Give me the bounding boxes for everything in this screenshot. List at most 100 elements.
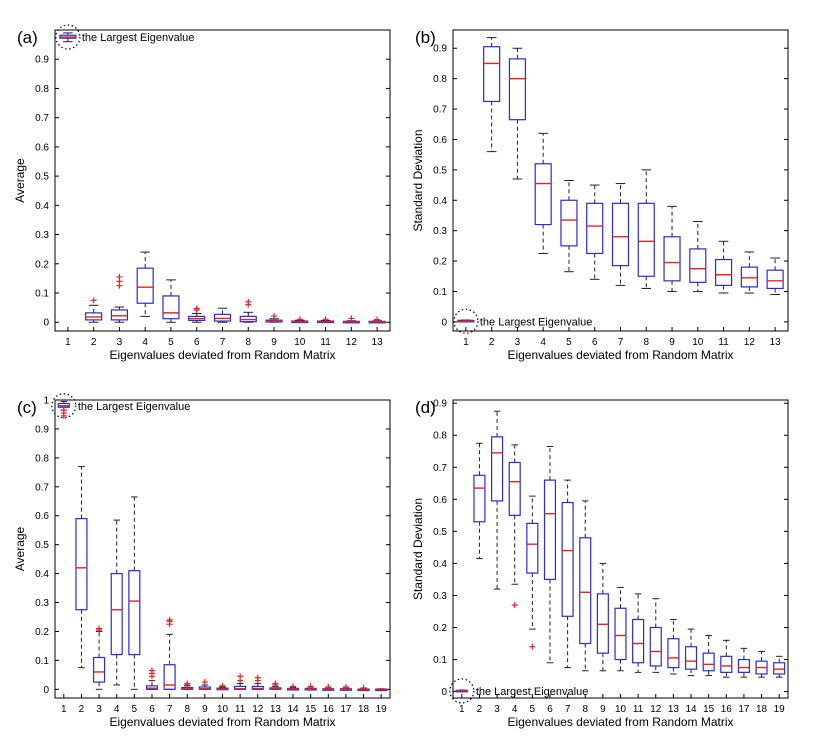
box-5 — [560, 180, 578, 273]
box-14 — [684, 628, 698, 677]
iqr-box — [632, 618, 645, 664]
x-tick-label: 6 — [547, 704, 553, 715]
iqr-box — [163, 664, 176, 690]
outlier-marker — [296, 316, 303, 323]
iqr-box — [483, 46, 501, 103]
box-18 — [755, 651, 768, 678]
iqr-box — [560, 199, 578, 247]
box-7 — [213, 307, 232, 323]
y-tick-label: 0.9 — [433, 44, 447, 55]
x-tick-label: 3 — [494, 704, 500, 715]
box-4 — [136, 251, 154, 317]
plot-frame — [54, 399, 391, 699]
x-tick-label: 2 — [477, 704, 483, 715]
box-19 — [773, 655, 786, 678]
iqr-box — [162, 295, 180, 320]
outlier-marker — [325, 684, 332, 691]
y-tick-label: 0.2 — [35, 627, 49, 638]
x-tick-label: 5 — [132, 704, 138, 715]
x-axis-title: Eigenvalues deviated from Random Matrix — [109, 348, 335, 362]
box-9 — [265, 313, 283, 323]
box-10 — [689, 221, 707, 292]
panel-label: (a) — [17, 28, 38, 47]
plot-frame — [452, 399, 789, 699]
box-5 — [526, 495, 539, 650]
iqr-box — [128, 570, 141, 656]
x-tick-label: 10 — [615, 704, 627, 715]
largest-eigenvalue-circle — [449, 678, 475, 704]
box-17 — [339, 684, 352, 691]
y-tick-label: 0.2 — [433, 623, 447, 634]
y-tick-label: 0 — [43, 685, 49, 696]
x-tick-label: 9 — [600, 704, 606, 715]
box-3 — [491, 410, 504, 590]
outlier-marker — [271, 313, 278, 320]
x-tick-label: 4 — [142, 337, 148, 348]
y-tick-label: 0.1 — [433, 655, 447, 666]
outlier-marker — [245, 298, 252, 305]
iqr-box — [740, 266, 758, 288]
x-tick-label: 13 — [372, 337, 384, 348]
y-tick-label: 0.3 — [35, 598, 49, 609]
iqr-box — [663, 236, 681, 282]
y-tick-label: 0.8 — [35, 84, 49, 95]
box-9 — [596, 562, 609, 672]
x-tick-label: 3 — [515, 337, 521, 348]
box-15 — [304, 683, 317, 691]
iqr-box — [737, 658, 750, 673]
x-tick-label: 17 — [738, 704, 750, 715]
box-10 — [216, 682, 229, 691]
box-10 — [614, 586, 627, 672]
iqr-box — [667, 638, 680, 669]
iqr-box — [720, 655, 733, 673]
box-8 — [637, 169, 655, 289]
y-tick-label: 0.8 — [433, 74, 447, 85]
iqr-box — [689, 248, 707, 283]
largest-eigenvalue-circle — [55, 24, 81, 50]
largest-eigenvalue-circle — [51, 393, 77, 419]
x-tick-label: 8 — [643, 337, 649, 348]
box-12 — [649, 598, 662, 673]
box-12 — [342, 315, 360, 324]
x-tick-label: 2 — [91, 337, 97, 348]
outlier-marker — [307, 683, 314, 690]
iqr-box — [702, 652, 715, 672]
box-1 — [57, 400, 70, 419]
box-3 — [93, 625, 106, 690]
x-tick-label: 16 — [721, 704, 733, 715]
iqr-box — [110, 572, 123, 656]
box-11 — [714, 240, 733, 294]
box-15 — [702, 635, 715, 677]
box-1 — [457, 319, 475, 323]
x-tick-label: 3 — [117, 337, 123, 348]
y-tick-label: 0 — [441, 317, 447, 328]
box-17 — [737, 647, 750, 678]
x-tick-label: 13 — [270, 704, 282, 715]
x-tick-label: 14 — [685, 704, 697, 715]
box-6 — [188, 305, 206, 323]
iqr-box — [596, 593, 609, 654]
x-tick-label: 1 — [65, 337, 71, 348]
outlier-marker — [90, 297, 97, 304]
x-tick-label: 17 — [340, 704, 352, 715]
outlier-marker — [60, 407, 67, 414]
box-16 — [322, 684, 335, 691]
outlier-marker — [184, 680, 191, 687]
x-tick-label: 15 — [703, 704, 715, 715]
chart-panel-2: 00.10.20.30.40.50.60.70.80.91 2 3 4 5 6 7 8 9 10 1… — [411, 28, 789, 362]
x-tick-label: 6 — [592, 337, 598, 348]
y-tick-label: 0 — [43, 318, 49, 329]
outlier-marker — [219, 682, 226, 689]
x-tick-label: 18 — [756, 704, 768, 715]
y-tick-label: 0.1 — [433, 287, 447, 298]
y-tick-label: 0.9 — [433, 399, 447, 410]
box-3 — [110, 273, 129, 323]
outlier-marker — [254, 674, 261, 681]
x-tick-label: 8 — [184, 704, 190, 715]
y-tick-label: 0.9 — [35, 55, 49, 66]
x-tick-label: 10 — [217, 704, 229, 715]
iqr-box — [508, 58, 527, 121]
x-tick-label: 3 — [96, 704, 102, 715]
y-axis-title: Standard Deviation — [411, 129, 425, 231]
iqr-box — [136, 267, 154, 304]
